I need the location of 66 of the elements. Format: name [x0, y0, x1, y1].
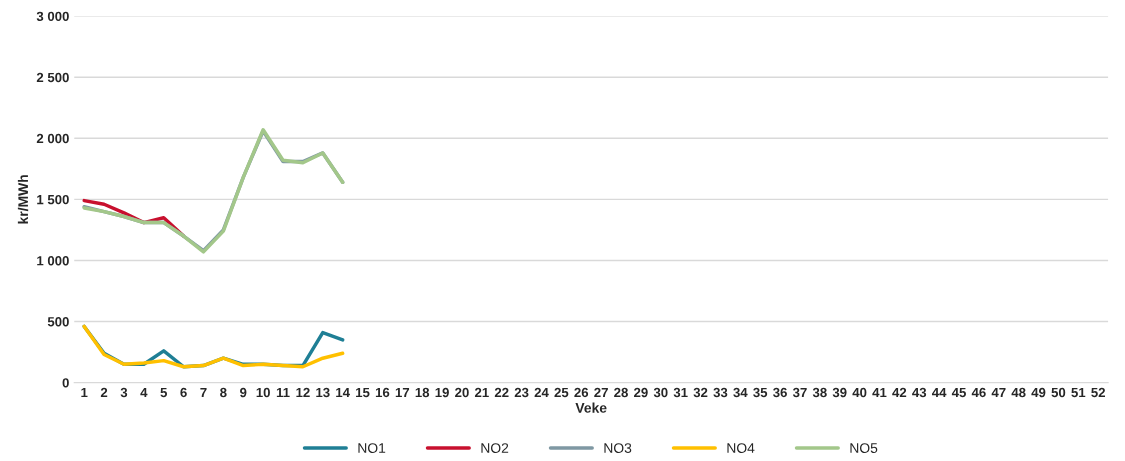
x-tick-label: 19	[435, 387, 449, 398]
x-tick-label: 27	[594, 387, 608, 398]
x-tick-label: 38	[812, 387, 827, 398]
x-tick-label: 45	[951, 387, 966, 398]
x-tick-label: 49	[1031, 387, 1046, 398]
x-tick-label: 44	[931, 387, 947, 398]
x-tick-label: 37	[792, 387, 807, 398]
x-tick-label: 4	[140, 387, 148, 398]
x-tick-label: 16	[375, 387, 390, 398]
x-tick-label: 18	[415, 387, 430, 398]
legend-label: NO5	[850, 443, 878, 453]
legend-label: NO1	[358, 443, 386, 453]
x-tick-label: 48	[1011, 387, 1026, 398]
x-tick-label: 15	[356, 387, 370, 398]
x-tick-label: 42	[892, 387, 907, 398]
x-tick-label: 34	[733, 387, 748, 398]
x-tick-label: 5	[160, 387, 168, 398]
x-tick-label: 35	[753, 387, 768, 398]
x-tick-label: 33	[713, 387, 728, 398]
x-tick-label: 6	[180, 387, 187, 398]
y-tick-label: 2 000	[36, 133, 69, 144]
x-tick-label: 51	[1071, 387, 1086, 398]
x-tick-label: 2	[100, 387, 108, 398]
legend-label: NO2	[481, 443, 509, 453]
x-tick-label: 26	[574, 387, 589, 398]
y-tick-label: 1 000	[37, 256, 69, 266]
x-tick-label: 24	[534, 387, 549, 398]
x-tick-label: 10	[256, 387, 270, 398]
x-tick-label: 50	[1051, 387, 1066, 398]
x-axis-title: Veke	[575, 402, 607, 413]
y-tick-label: 500	[47, 317, 69, 327]
x-tick-label: 31	[673, 387, 688, 398]
x-tick-label: 39	[832, 387, 847, 398]
legend-label: NO4	[727, 443, 755, 453]
y-tick-label: 2 500	[36, 72, 69, 83]
y-tick-label: 3 000	[36, 11, 69, 22]
x-tick-label: 36	[773, 387, 787, 398]
y-axis-title: kr/MWh	[17, 175, 29, 224]
y-tick-label: 0	[62, 378, 69, 388]
x-tick-label: 25	[554, 387, 569, 398]
x-tick-label: 52	[1091, 387, 1105, 398]
x-tick-label: 17	[395, 387, 410, 398]
x-tick-label: 40	[852, 387, 867, 398]
x-tick-label: 22	[494, 387, 509, 398]
x-tick-label: 29	[634, 387, 648, 398]
x-tick-label: 7	[200, 387, 207, 398]
x-tick-label: 41	[872, 387, 887, 398]
x-tick-label: 14	[336, 387, 350, 398]
x-tick-label: 1	[81, 387, 88, 398]
x-tick-label: 12	[296, 387, 310, 398]
x-tick-label: 32	[693, 387, 708, 398]
x-tick-label: 11	[276, 387, 290, 398]
x-tick-label: 43	[912, 387, 927, 398]
x-tick-label: 23	[514, 387, 529, 398]
x-tick-label: 30	[653, 387, 668, 398]
y-tick-label: 1 500	[37, 194, 69, 205]
x-tick-label: 8	[220, 387, 227, 398]
x-tick-label: 3	[120, 387, 128, 398]
x-tick-label: 47	[991, 387, 1006, 398]
legend-label: NO3	[604, 443, 632, 453]
x-tick-label: 13	[316, 387, 330, 398]
x-tick-label: 20	[455, 387, 469, 398]
x-tick-label: 28	[614, 387, 628, 398]
x-tick-label: 9	[240, 387, 247, 398]
x-tick-label: 21	[474, 387, 489, 398]
x-tick-label: 46	[971, 387, 986, 398]
